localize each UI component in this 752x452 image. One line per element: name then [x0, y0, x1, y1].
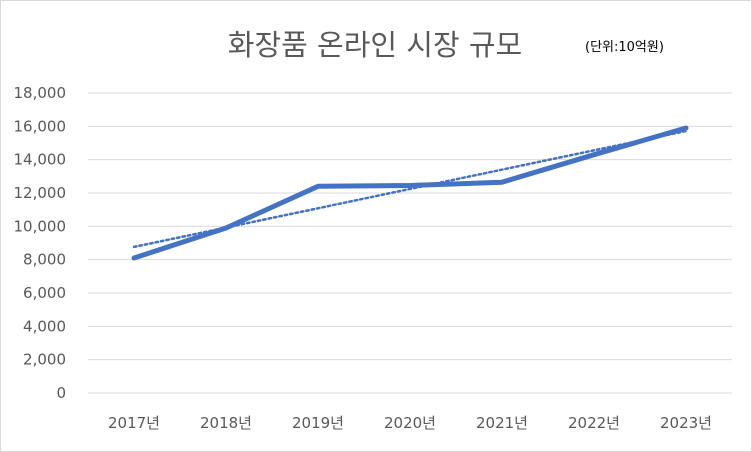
y-tick-label: 0 [56, 384, 66, 402]
x-tick-label: 2018년 [200, 414, 252, 432]
series-line [131, 125, 689, 261]
x-tick-label: 2020년 [384, 414, 436, 432]
gridlines [88, 92, 732, 394]
x-tick-label: 2017년 [108, 414, 160, 432]
unit-note: (단위:10억원) [585, 40, 664, 55]
y-tick-label: 10,000 [14, 217, 67, 235]
x-tick-label: 2023년 [660, 414, 712, 432]
x-axis-tick-labels: 2017년 2018년 2019년 2020년 2021년 2022년 2023년 [108, 414, 712, 432]
x-tick-label: 2022년 [568, 414, 620, 432]
series-path [131, 125, 689, 261]
y-tick-label: 2,000 [23, 351, 66, 369]
y-tick-label: 8,000 [23, 251, 66, 269]
y-tick-label: 6,000 [23, 284, 66, 302]
y-tick-label: 4,000 [23, 317, 66, 335]
x-tick-label: 2021년 [476, 414, 528, 432]
y-tick-label: 16,000 [14, 117, 67, 135]
y-tick-label: 18,000 [14, 84, 67, 102]
y-tick-label: 14,000 [14, 151, 67, 169]
chart-title: 화장품 온라인 시장 규모 [228, 28, 522, 62]
x-tick-label: 2019년 [292, 414, 344, 432]
y-tick-label: 12,000 [14, 184, 67, 202]
y-axis-tick-labels: 0 2,000 4,000 6,000 8,000 10,000 12,000 14,000 1… [14, 84, 67, 402]
